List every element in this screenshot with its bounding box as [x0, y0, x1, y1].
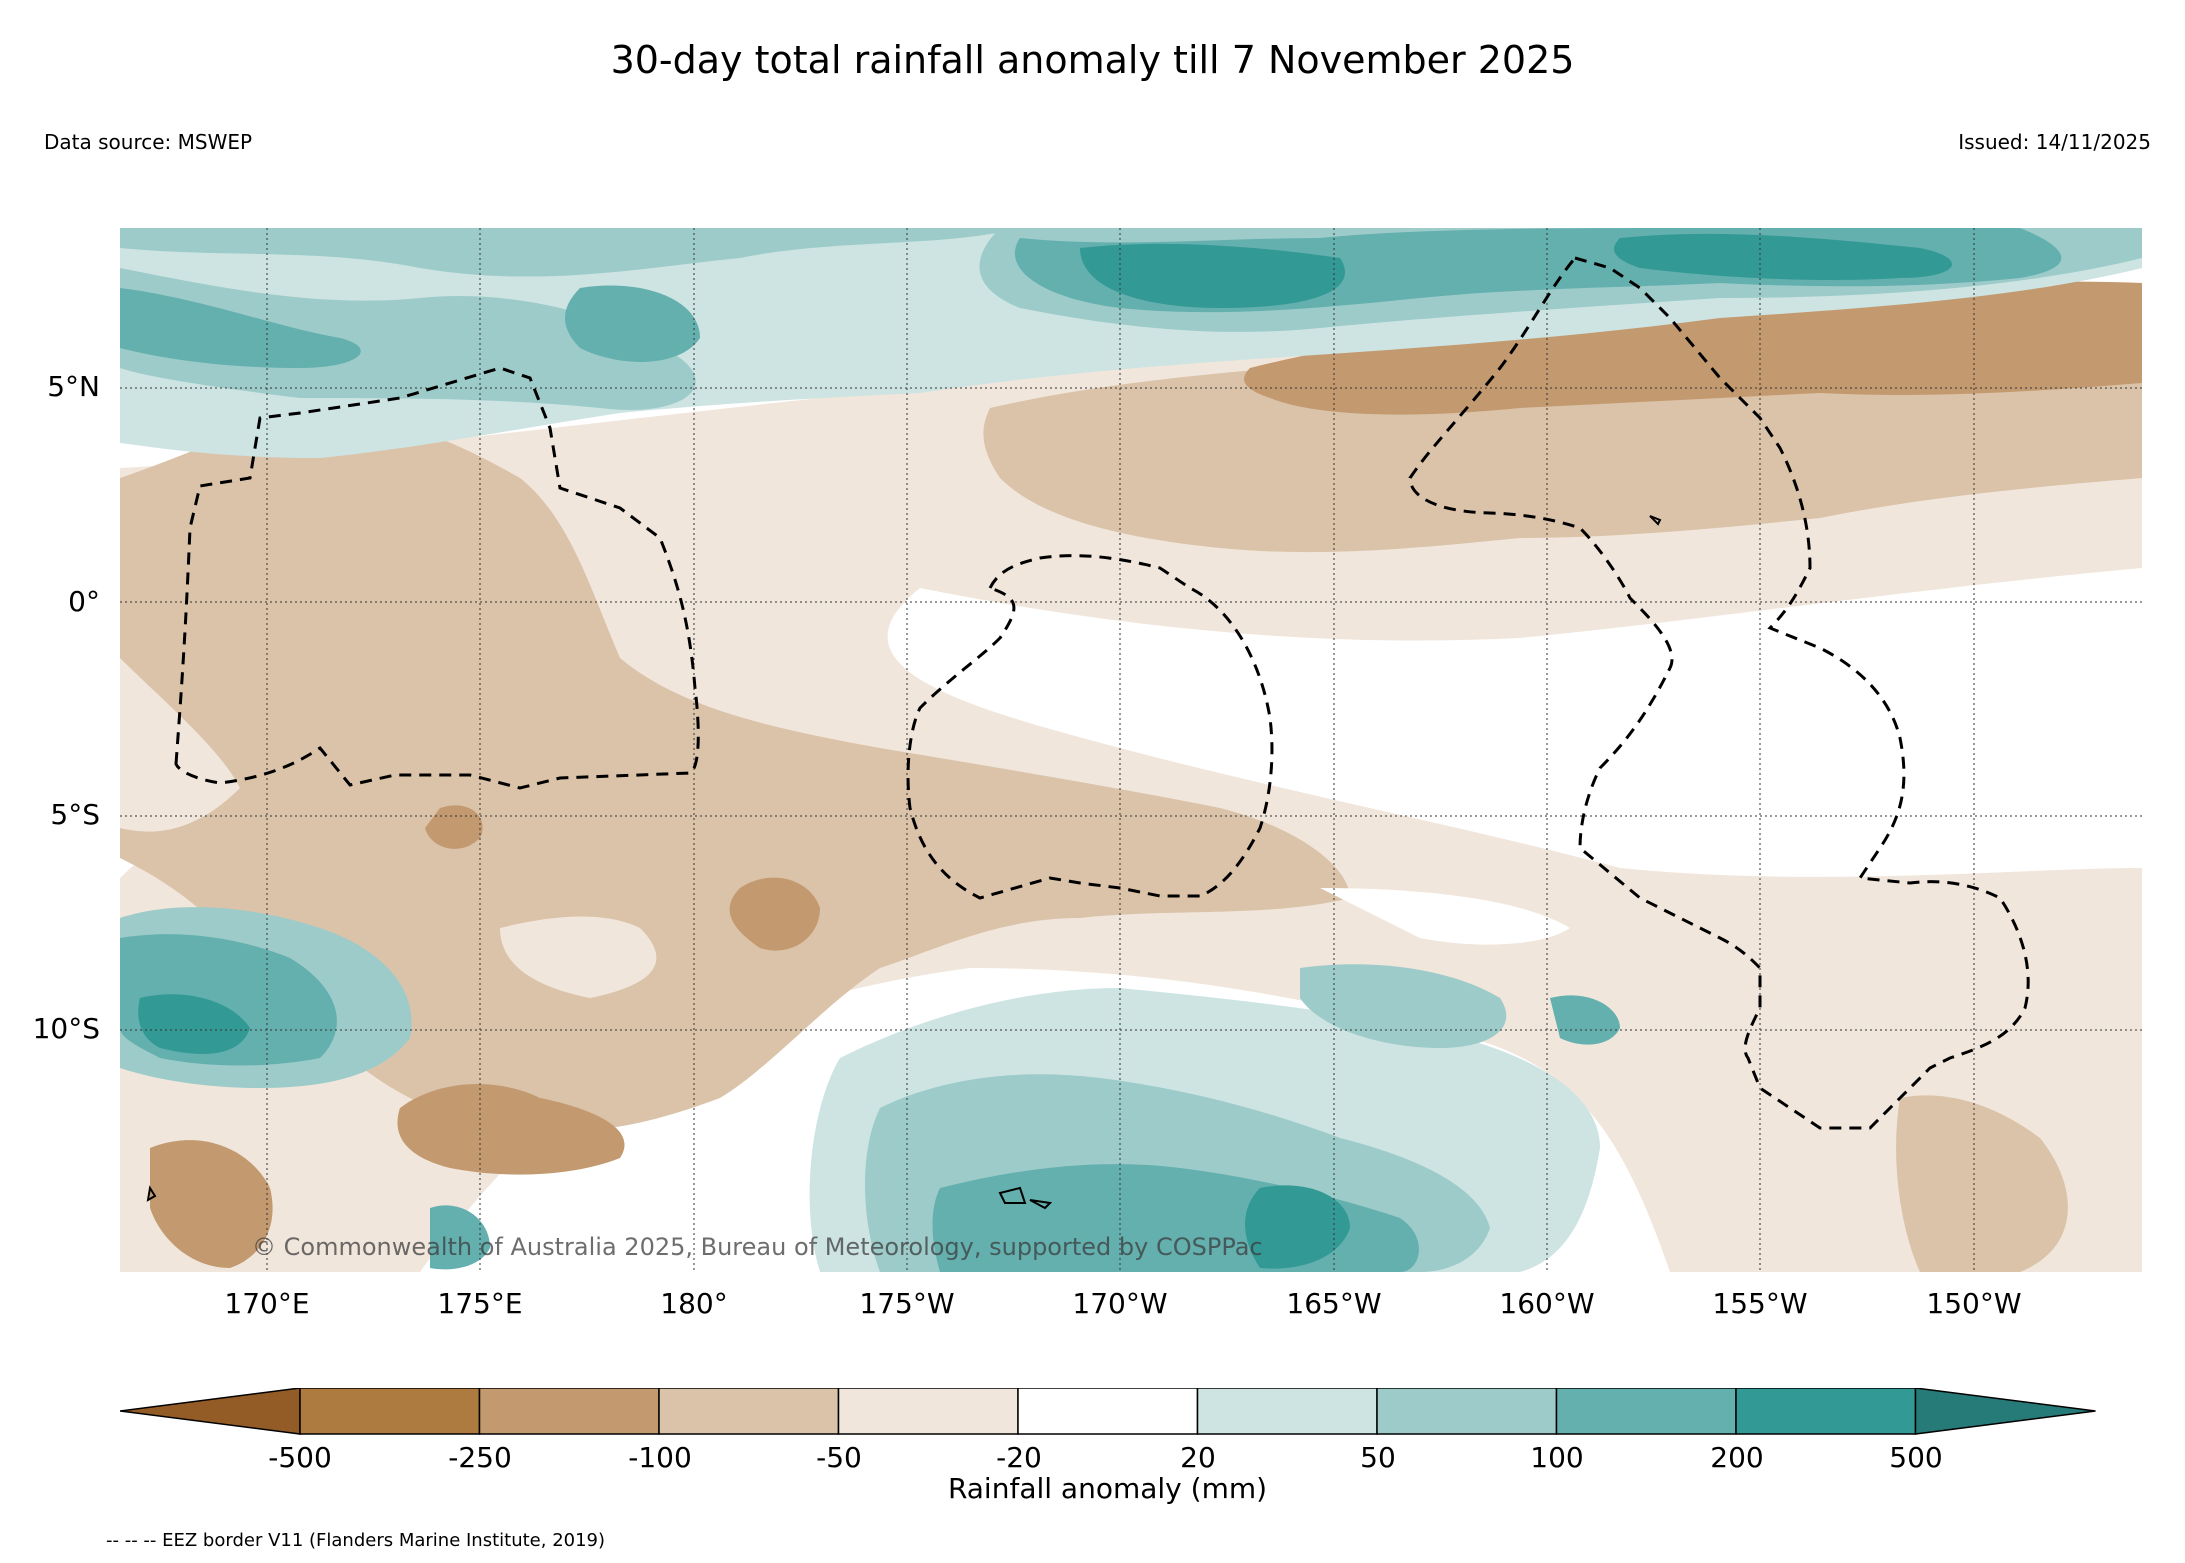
cb-tick: -20	[996, 1441, 1042, 1474]
cb-tick: -500	[268, 1441, 332, 1474]
lon-label-170e: 170°E	[224, 1287, 310, 1320]
island-outlines	[146, 515, 1662, 1210]
lon-label-155w: 155°W	[1712, 1287, 1808, 1320]
lon-label-180: 180°	[660, 1287, 728, 1320]
lon-label-175w: 175°W	[859, 1287, 955, 1320]
lon-label-170w: 170°W	[1072, 1287, 1168, 1320]
colorbar-segment	[1196, 1388, 1378, 1435]
lon-label-175e: 175°E	[437, 1287, 523, 1320]
lon-label-165w: 165°W	[1286, 1287, 1382, 1320]
graticule	[120, 228, 2142, 1272]
colorbar-segment	[658, 1388, 840, 1435]
cb-tick: 20	[1180, 1441, 1216, 1474]
cb-tick: -100	[628, 1441, 692, 1474]
cb-tick: 100	[1530, 1441, 1584, 1474]
colorbar-label: Rainfall anomaly (mm)	[947, 1472, 1268, 1505]
colorbar-segment	[1555, 1388, 1737, 1435]
colorbar-segment	[837, 1388, 1019, 1435]
colorbar-extend-high	[1914, 1388, 2096, 1435]
lat-label-10s: 10°S	[32, 1012, 100, 1045]
cb-tick: -250	[448, 1441, 512, 1474]
issued-date-label: Issued: 14/11/2025	[1958, 130, 2151, 154]
cb-tick: 50	[1360, 1441, 1396, 1474]
anomaly-fill	[120, 228, 2142, 1272]
cb-tick: 500	[1889, 1441, 1943, 1474]
colorbar-segment	[478, 1388, 660, 1435]
lon-label-160w: 160°W	[1499, 1287, 1595, 1320]
eez-borders	[174, 256, 2030, 1130]
colorbar-segment	[1017, 1388, 1199, 1435]
rainfall-anomaly-map	[120, 228, 2142, 1272]
lat-label-5s: 5°S	[50, 798, 100, 831]
colorbar-extend-low	[120, 1388, 301, 1435]
copyright-credit: © Commonwealth of Australia 2025, Bureau…	[252, 1233, 1263, 1261]
colorbar-segment	[1376, 1388, 1558, 1435]
map-title: 30-day total rainfall anomaly till 7 Nov…	[610, 38, 1575, 82]
lon-label-150w: 150°W	[1926, 1287, 2022, 1320]
lat-label-0: 0°	[68, 585, 100, 618]
colorbar-segment	[1735, 1388, 1917, 1435]
data-source-label: Data source: MSWEP	[44, 130, 253, 154]
lat-label-5n: 5°N	[47, 370, 100, 403]
eez-legend-note: -- -- -- EEZ border V11 (Flanders Marine…	[106, 1530, 606, 1551]
colorbar-segment	[299, 1388, 481, 1435]
cb-tick: 200	[1710, 1441, 1764, 1474]
colorbar	[120, 1388, 2096, 1435]
cb-tick: -50	[816, 1441, 862, 1474]
